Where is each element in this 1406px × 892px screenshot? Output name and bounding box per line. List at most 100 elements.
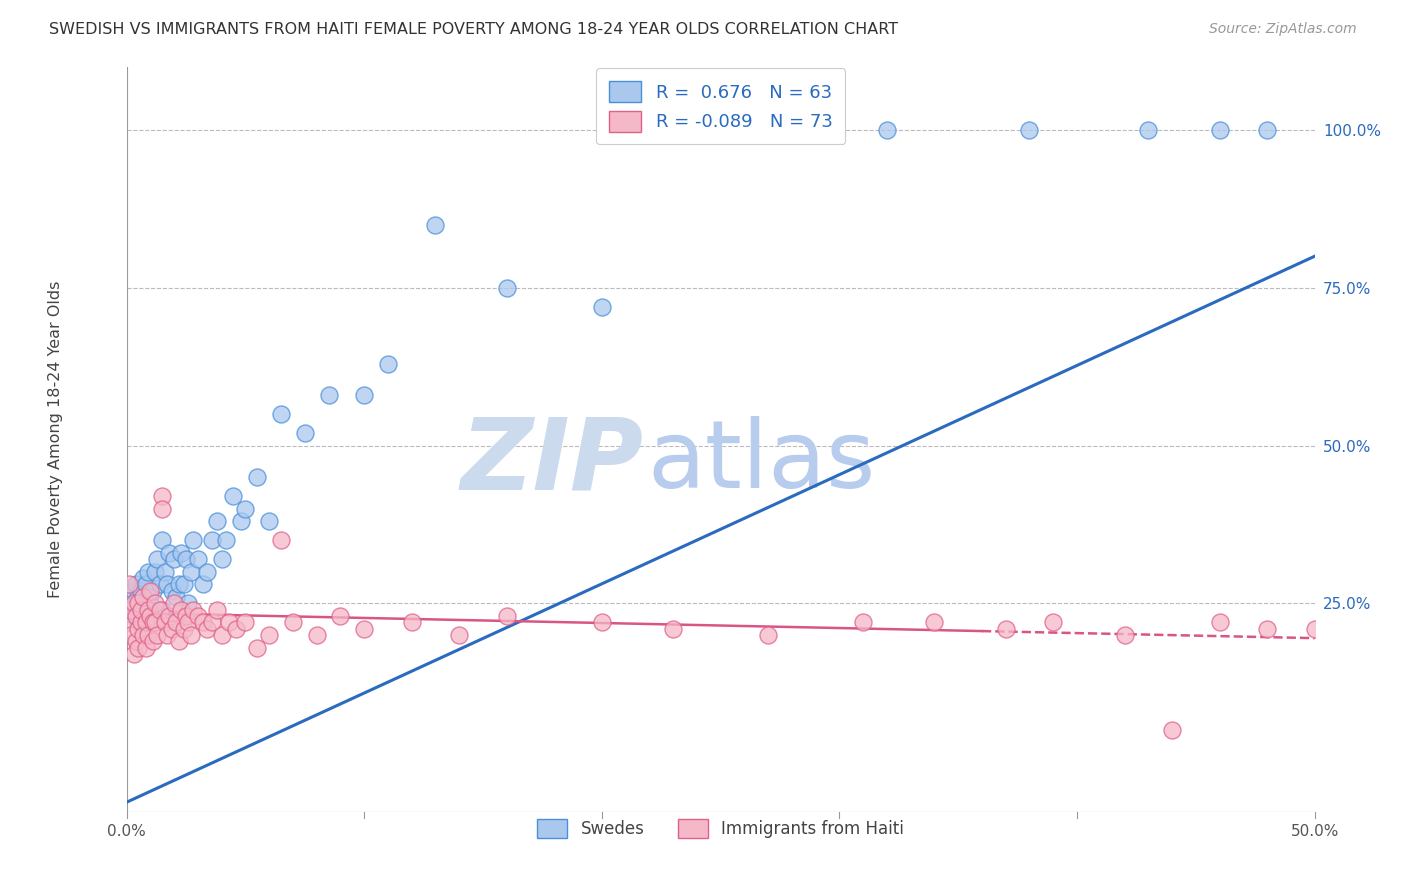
Text: SWEDISH VS IMMIGRANTS FROM HAITI FEMALE POVERTY AMONG 18-24 YEAR OLDS CORRELATIO: SWEDISH VS IMMIGRANTS FROM HAITI FEMALE … <box>49 22 898 37</box>
Point <box>135 640 157 655</box>
Point <box>173 577 195 591</box>
Point <box>1256 123 1278 137</box>
Point <box>222 489 245 503</box>
Point <box>150 603 173 617</box>
Point <box>132 628 155 642</box>
Point <box>425 218 447 232</box>
Point <box>142 634 165 648</box>
Point <box>125 634 148 648</box>
Point <box>132 571 155 585</box>
Point <box>318 388 340 402</box>
Point <box>146 552 169 566</box>
Point <box>149 603 172 617</box>
Point <box>132 590 155 604</box>
Point <box>495 281 517 295</box>
Point <box>156 628 179 642</box>
Point <box>177 615 200 630</box>
Point <box>211 552 233 566</box>
Point <box>1161 723 1184 737</box>
Point <box>662 622 685 636</box>
Point <box>187 609 209 624</box>
Point <box>281 615 304 630</box>
Point <box>1018 123 1040 137</box>
Point <box>129 615 152 630</box>
Text: ZIP: ZIP <box>460 413 644 510</box>
Point <box>118 615 141 630</box>
Point <box>129 603 152 617</box>
Point <box>127 640 149 655</box>
Point <box>876 123 898 137</box>
Point <box>180 565 202 579</box>
Point <box>449 628 471 642</box>
Point <box>215 533 238 548</box>
Point <box>136 628 159 642</box>
Point <box>167 577 190 591</box>
Point <box>1208 615 1230 630</box>
Point <box>195 565 218 579</box>
Point <box>136 603 159 617</box>
Point <box>270 407 292 421</box>
Point <box>160 583 183 598</box>
Point <box>257 514 280 528</box>
Text: 50.0%: 50.0% <box>1291 824 1339 839</box>
Point <box>163 552 186 566</box>
Point <box>495 609 517 624</box>
Point <box>1303 622 1326 636</box>
Point <box>149 577 172 591</box>
Point <box>120 603 142 617</box>
Point <box>157 609 180 624</box>
Point <box>129 583 152 598</box>
Point <box>180 628 202 642</box>
Point <box>136 590 159 604</box>
Point <box>195 622 218 636</box>
Point <box>1208 123 1230 137</box>
Point <box>994 622 1017 636</box>
Point <box>129 603 152 617</box>
Point <box>153 565 176 579</box>
Text: 0.0%: 0.0% <box>107 824 146 839</box>
Text: atlas: atlas <box>647 416 875 508</box>
Point <box>225 622 247 636</box>
Point <box>177 596 200 610</box>
Point <box>187 552 209 566</box>
Point <box>170 603 193 617</box>
Point <box>160 622 183 636</box>
Point <box>165 590 187 604</box>
Point <box>163 596 186 610</box>
Point <box>132 596 155 610</box>
Point <box>191 577 214 591</box>
Point <box>591 300 613 314</box>
Point <box>122 583 145 598</box>
Point <box>143 596 166 610</box>
Point <box>165 615 187 630</box>
Text: Female Poverty Among 18-24 Year Olds: Female Poverty Among 18-24 Year Olds <box>48 281 63 598</box>
Point <box>135 577 157 591</box>
Point <box>157 546 180 560</box>
Point <box>156 577 179 591</box>
Point <box>229 514 252 528</box>
Point <box>377 357 399 371</box>
Point <box>205 514 228 528</box>
Point <box>120 590 142 604</box>
Point <box>174 609 197 624</box>
Legend: Swedes, Immigrants from Haiti: Swedes, Immigrants from Haiti <box>527 809 914 848</box>
Point <box>205 603 228 617</box>
Point <box>852 615 875 630</box>
Point <box>118 577 141 591</box>
Point <box>353 388 375 402</box>
Point <box>167 634 190 648</box>
Point <box>246 470 269 484</box>
Point <box>294 425 316 440</box>
Text: Source: ZipAtlas.com: Source: ZipAtlas.com <box>1209 22 1357 37</box>
Point <box>218 615 240 630</box>
Point <box>139 583 162 598</box>
Point <box>756 628 779 642</box>
Point <box>122 647 145 661</box>
Point <box>174 552 197 566</box>
Point <box>201 615 224 630</box>
Point <box>1042 615 1064 630</box>
Point <box>127 622 149 636</box>
Point <box>924 615 946 630</box>
Point <box>173 622 195 636</box>
Point <box>127 596 149 610</box>
